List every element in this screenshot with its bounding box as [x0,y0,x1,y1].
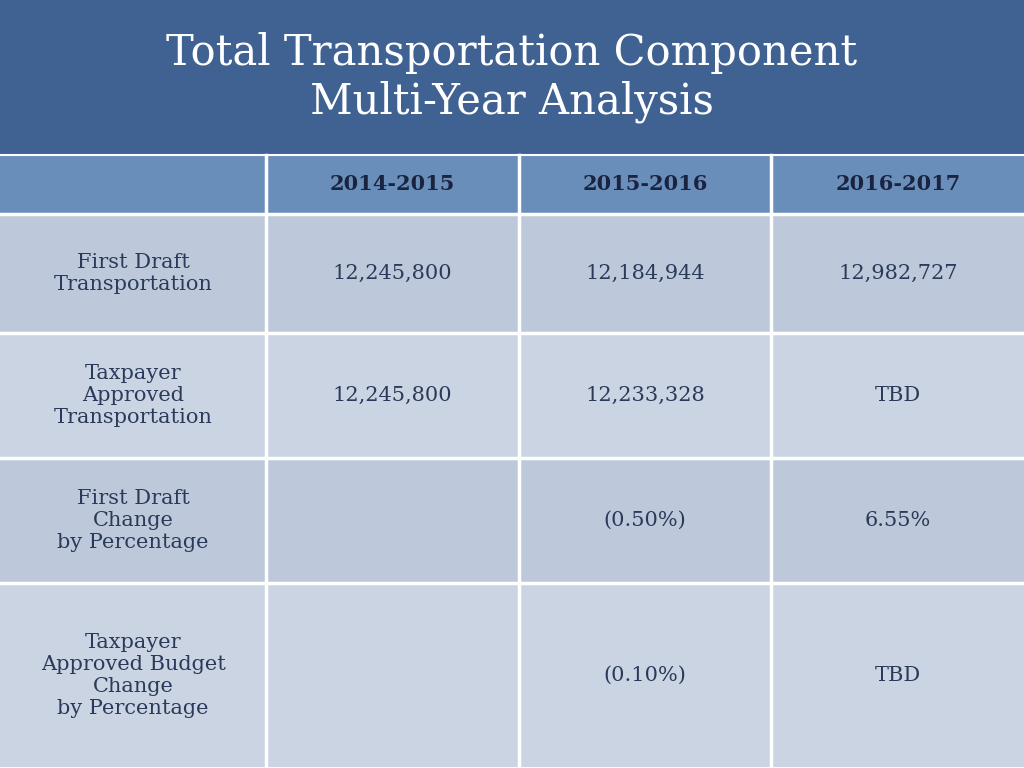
Text: TBD: TBD [874,666,921,685]
Text: (0.10%): (0.10%) [604,666,687,685]
Text: 2014-2015: 2014-2015 [330,174,456,194]
Text: 12,233,328: 12,233,328 [586,386,706,405]
Text: Taxpayer
Approved
Transportation: Taxpayer Approved Transportation [53,363,213,427]
Text: Taxpayer
Approved Budget
Change
by Percentage: Taxpayer Approved Budget Change by Perce… [41,633,225,718]
Text: 12,184,944: 12,184,944 [586,263,705,283]
Bar [0,333,1024,458]
Bar [0,583,1024,768]
Text: 6.55%: 6.55% [864,511,931,530]
Bar [0,0,1024,155]
Text: First Draft
Transportation: First Draft Transportation [53,253,213,293]
Text: Total Transportation Component
Multi-Year Analysis: Total Transportation Component Multi-Yea… [167,32,857,123]
Text: 2015-2016: 2015-2016 [583,174,708,194]
Text: 12,245,800: 12,245,800 [333,386,453,405]
Bar [0,214,1024,333]
Bar [0,155,1024,214]
Text: 12,982,727: 12,982,727 [838,263,957,283]
Text: First Draft
Change
by Percentage: First Draft Change by Percentage [57,488,209,552]
Text: (0.50%): (0.50%) [604,511,686,530]
Bar [0,458,1024,583]
Text: 12,245,800: 12,245,800 [333,263,453,283]
Text: TBD: TBD [874,386,921,405]
Text: 2016-2017: 2016-2017 [836,174,961,194]
